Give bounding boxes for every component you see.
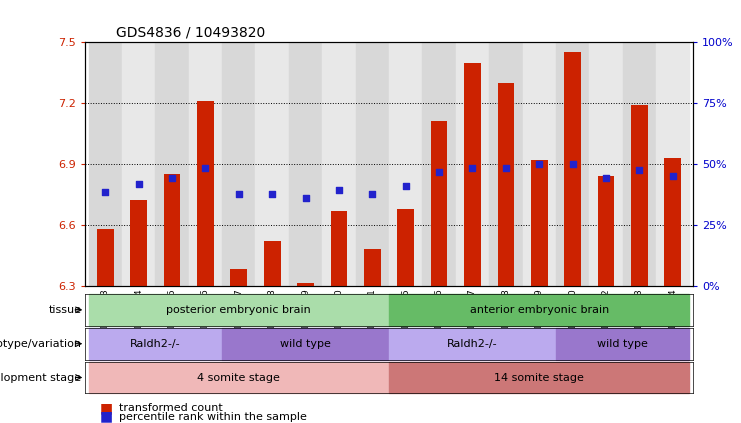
Bar (489, 42, 522, 286)
Bar (122, 42, 156, 286)
Bar (389, 328, 556, 360)
Bar (330, 211, 348, 286)
Bar (297, 283, 314, 286)
Bar (156, 42, 189, 286)
Point (433, 169, 445, 176)
Point (534, 161, 545, 168)
Bar (556, 42, 589, 286)
Text: 14 somite stage: 14 somite stage (494, 373, 584, 382)
Point (366, 191, 378, 198)
Bar (197, 101, 213, 286)
Bar (289, 42, 322, 286)
Text: tissue: tissue (48, 305, 82, 315)
Text: wild type: wild type (280, 339, 331, 349)
Point (634, 167, 645, 173)
Point (600, 175, 612, 181)
Text: 4 somite stage: 4 somite stage (197, 373, 280, 382)
Bar (389, 294, 689, 326)
Text: development stage: development stage (0, 373, 82, 382)
Bar (264, 241, 281, 286)
Point (500, 165, 512, 171)
Point (400, 183, 412, 190)
Bar (89, 362, 389, 393)
Bar (622, 42, 656, 286)
Bar (431, 121, 448, 286)
Bar (97, 229, 113, 286)
Bar (389, 362, 689, 393)
Point (133, 181, 144, 187)
Bar (497, 83, 514, 286)
Text: posterior embryonic brain: posterior embryonic brain (167, 305, 311, 315)
Bar (322, 42, 356, 286)
Bar (164, 174, 180, 286)
Bar (389, 42, 422, 286)
Bar (665, 158, 681, 286)
Text: transformed count: transformed count (119, 403, 222, 413)
Point (266, 191, 278, 198)
Bar (589, 42, 622, 286)
Bar (422, 42, 456, 286)
Bar (222, 42, 256, 286)
Bar (89, 294, 389, 326)
Point (299, 195, 311, 202)
Bar (364, 249, 381, 286)
Text: percentile rank within the sample: percentile rank within the sample (119, 412, 307, 422)
Text: Raldh2-/-: Raldh2-/- (447, 339, 498, 349)
Text: wild type: wild type (597, 339, 648, 349)
Text: genotype/variation: genotype/variation (0, 339, 82, 349)
Point (199, 165, 211, 171)
Bar (189, 42, 222, 286)
Point (667, 173, 679, 179)
Text: GDS4836 / 10493820: GDS4836 / 10493820 (116, 26, 265, 40)
Point (567, 161, 579, 168)
Bar (598, 176, 614, 286)
Point (233, 191, 245, 198)
Text: ■: ■ (100, 401, 113, 415)
Point (333, 187, 345, 194)
Bar (456, 42, 489, 286)
Bar (522, 42, 556, 286)
Bar (256, 42, 289, 286)
Bar (531, 160, 548, 286)
Bar (565, 52, 581, 286)
Bar (222, 328, 389, 360)
Bar (556, 328, 689, 360)
Text: anterior embryonic brain: anterior embryonic brain (470, 305, 609, 315)
Bar (356, 42, 389, 286)
Bar (89, 42, 122, 286)
Text: ■: ■ (100, 409, 113, 423)
Bar (89, 328, 222, 360)
Bar (130, 201, 147, 286)
Bar (397, 209, 414, 286)
Bar (656, 42, 689, 286)
Point (166, 175, 178, 181)
Point (467, 165, 479, 171)
Point (99, 189, 111, 196)
Bar (631, 105, 648, 286)
Bar (464, 63, 481, 286)
Bar (230, 269, 247, 286)
Text: Raldh2-/-: Raldh2-/- (130, 339, 181, 349)
